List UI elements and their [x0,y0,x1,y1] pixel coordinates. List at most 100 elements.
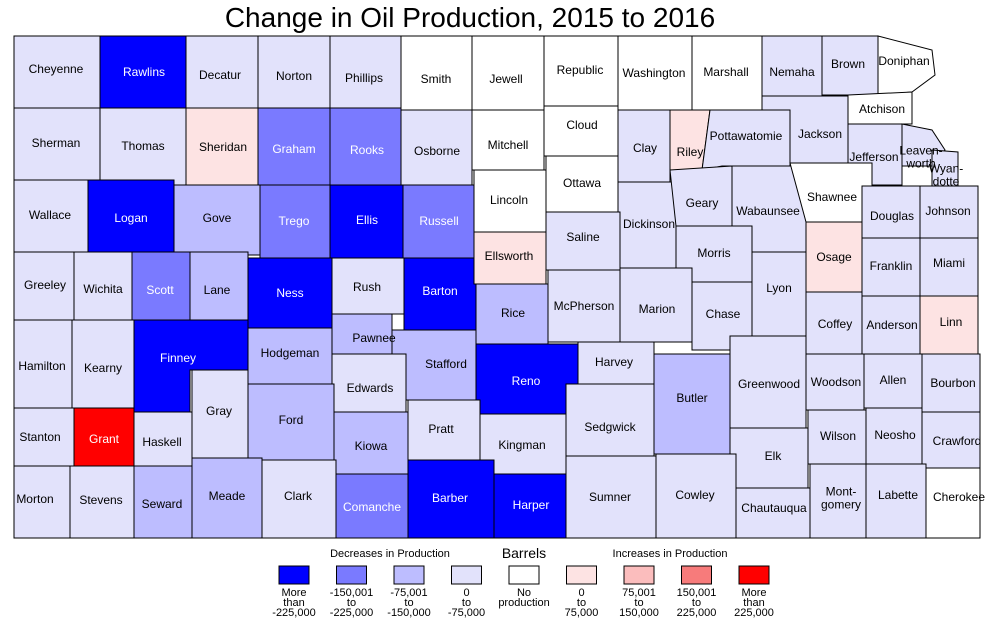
county-label-scott: Scott [146,283,174,297]
county-label-seward: Seward [142,497,183,511]
county-label-republic: Republic [557,63,604,77]
county-label-jewell: Jewell [489,72,522,86]
county-label-kearny: Kearny [84,361,122,375]
legend-increases-heading: Increases in Production [612,548,728,560]
county-label-comanche: Comanche [343,500,401,514]
legend-swatch-dec1 [451,565,482,585]
county-label-clark: Clark [284,489,313,503]
county-label-wyan-dotte: Wyan-dotte [929,162,964,189]
county-label-rush: Rush [353,280,381,294]
county-label-ness: Ness [276,286,303,300]
county-label-crawford: Crawford [933,434,982,448]
county-label-sedgwick: Sedgwick [584,420,636,434]
legend-label-dec4: More than -225,000 [272,587,316,619]
county-label-decatur: Decatur [199,68,241,82]
legend-label-inc3: 150,001 to 225,000 [676,587,717,619]
county-label-bourbon: Bourbon [930,376,975,390]
county-label-chase: Chase [706,307,741,321]
county-label-mitchell: Mitchell [488,138,529,152]
county-label-wichita: Wichita [83,282,123,296]
county-label-ford: Ford [279,413,304,427]
county-label-marshall: Marshall [703,65,748,79]
legend-label-dec2: -75,001 to -150,000 [387,587,431,619]
legend-title: Barrels [501,545,547,561]
legend-swatch-dec2 [393,565,425,585]
legend-label-dec1: 0 to -75,000 [447,587,486,619]
county-label-morton: Morton [16,492,53,506]
legend-label-none: No production [498,587,550,609]
county-label-lyon: Lyon [766,281,792,295]
county-label-phillips: Phillips [345,71,383,85]
county-label-harper: Harper [513,498,550,512]
county-label-meade: Meade [209,489,246,503]
legend-swatch-inc1 [566,565,597,585]
county-label-neosho: Neosho [874,428,916,442]
legend-decreases-heading: Decreases in Production [330,548,450,560]
county-label-reno: Reno [512,374,541,388]
county-label-miami: Miami [933,256,965,270]
legend-label-inc1: 0 to 75,000 [564,587,599,619]
county-atchison [847,91,913,125]
county-label-stanton: Stanton [19,430,60,444]
county-label-pottawatomie: Pottawatomie [710,129,783,143]
county-label-pawnee: Pawnee [352,331,396,345]
county-label-gray: Gray [206,404,232,418]
county-label-kingman: Kingman [498,438,545,452]
legend-swatch-inc3 [681,565,712,585]
county-label-coffey: Coffey [818,317,852,331]
county-label-edwards: Edwards [347,381,394,395]
county-label-dickinson: Dickinson [623,217,675,231]
county-label-greeley: Greeley [24,278,66,292]
county-label-johnson: Johnson [925,204,970,218]
county-label-wabaunsee: Wabaunsee [736,204,800,218]
county-label-harvey: Harvey [595,355,633,369]
county-label-thomas: Thomas [121,139,164,153]
legend-swatch-inc2 [623,565,655,585]
county-label-doniphan: Doniphan [878,54,929,68]
county-label-stevens: Stevens [79,493,122,507]
county-label-norton: Norton [276,69,312,83]
county-label-ottawa: Ottawa [563,176,601,190]
map-title: Change in Oil Production, 2015 to 2016 [224,2,716,33]
county-label-ellsworth: Ellsworth [485,249,534,263]
county-label-cloud: Cloud [566,118,597,132]
county-label-anderson: Anderson [866,318,917,332]
legend-swatch-dec3 [336,565,367,585]
county-label-marion: Marion [639,302,676,316]
legend-label-dec3: -150,001 to -225,000 [329,587,374,619]
county-label-gove: Gove [203,211,232,225]
county-label-morris: Morris [697,246,730,260]
county-label-geary: Geary [686,196,719,210]
county-label-douglas: Douglas [870,209,914,223]
county-label-cherokee: Cherokee [933,490,985,504]
county-label-riley: Riley [677,145,704,159]
county-label-franklin: Franklin [870,259,913,273]
county-label-cheyenne: Cheyenne [29,62,84,76]
county-label-russell: Russell [419,214,458,228]
county-label-osage: Osage [816,250,852,264]
county-label-osborne: Osborne [414,144,460,158]
county-label-woodson: Woodson [811,375,861,389]
county-label-graham: Graham [272,142,315,156]
county-label-wilson: Wilson [820,429,856,443]
county-label-butler: Butler [676,391,707,405]
county-label-clay: Clay [633,141,657,155]
county-label-lane: Lane [204,283,231,297]
county-label-barber: Barber [432,491,468,505]
county-label-jefferson: Jefferson [849,150,898,164]
county-label-smith: Smith [421,72,452,86]
county-label-mcpherson: McPherson [554,299,615,313]
county-doniphan [877,35,936,96]
county-label-sumner: Sumner [589,490,631,504]
legend-swatch-dec4 [278,565,310,585]
county-label-barton: Barton [422,284,457,298]
county-label-hodgeman: Hodgeman [261,346,320,360]
legend-swatch-inc4 [738,565,770,585]
county-label-atchison: Atchison [859,102,905,116]
county-label-cowley: Cowley [675,488,714,502]
county-label-logan: Logan [114,211,147,225]
county-label-sherman: Sherman [32,136,81,150]
county-label-finney: Finney [160,351,196,365]
